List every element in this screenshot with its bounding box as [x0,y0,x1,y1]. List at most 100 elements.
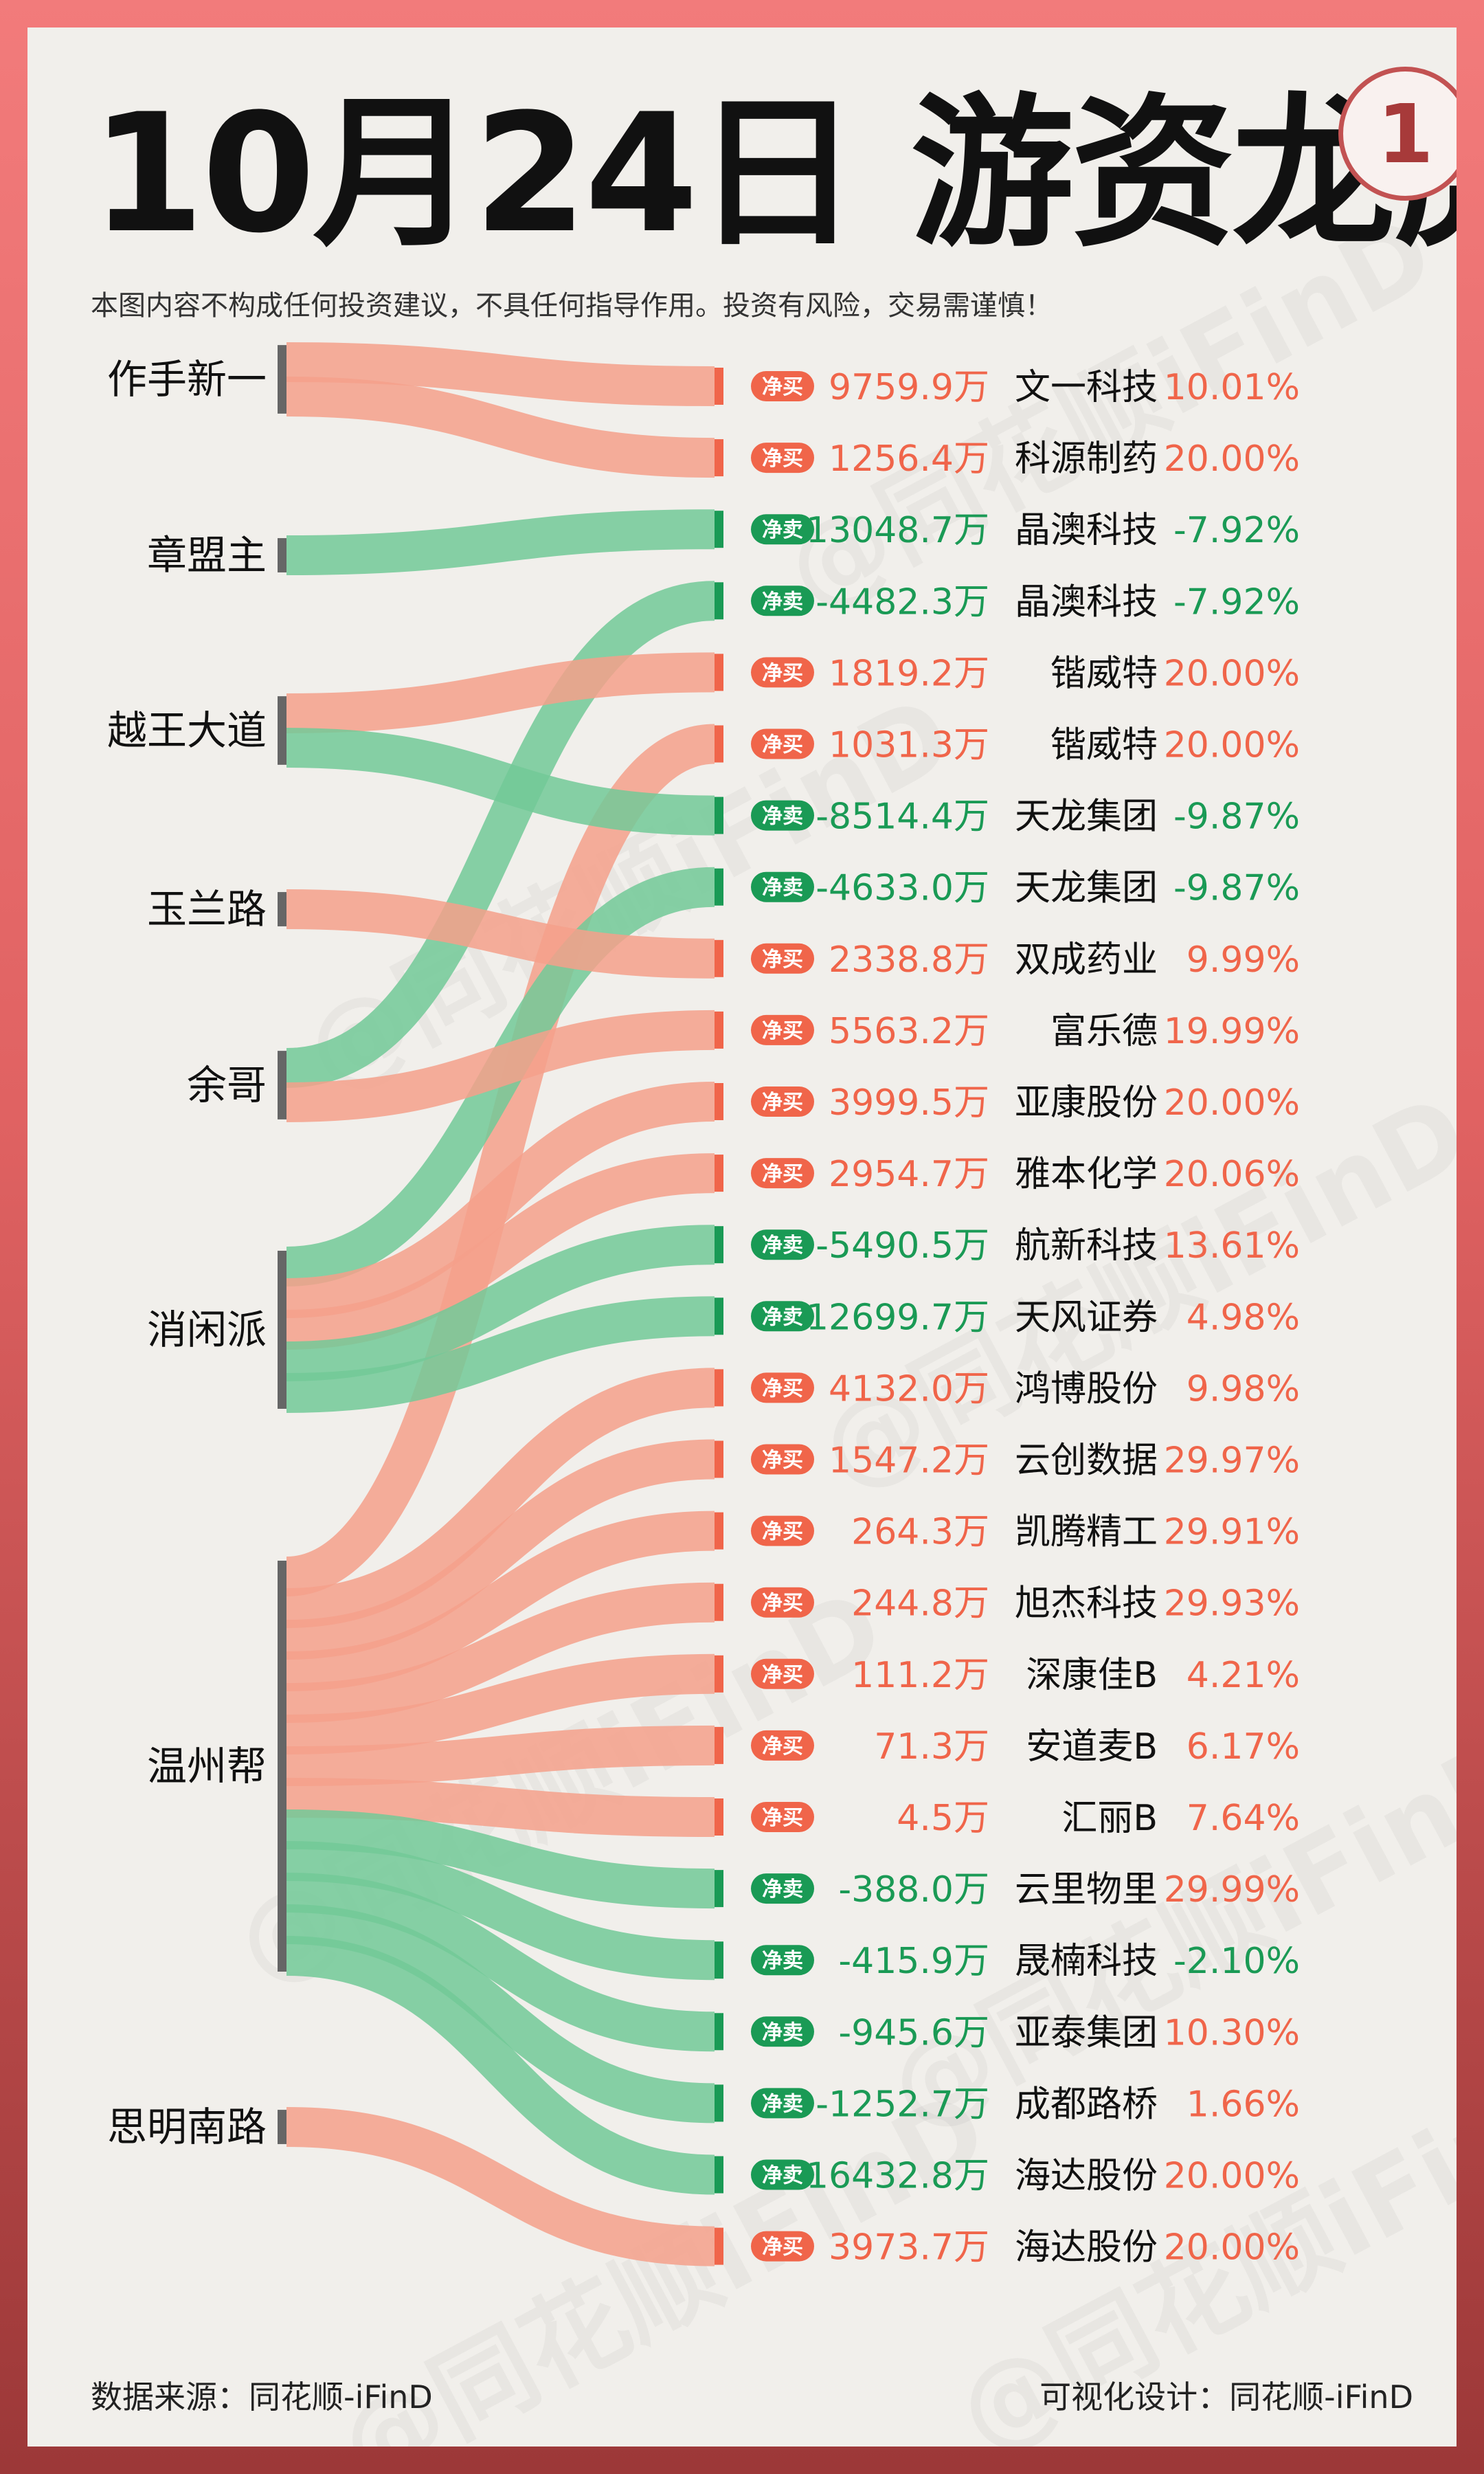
action-label: 净卖 [762,590,803,614]
row-end-marker [715,939,723,977]
list-item: 净买 3999.5万 亚康股份 20.00% [715,1082,1300,1124]
list-item: 净卖 -5490.5万 航新科技 13.61% [715,1225,1300,1267]
source-label: 温州帮 [147,1743,267,1790]
action-label: 净买 [762,1091,803,1115]
action-pill [751,800,814,831]
page-title: 10月24日 游资龙虎榜 [91,79,1457,269]
net-amount-label: 2954.7万 [829,1154,989,1195]
list-item: 净买 244.8万 旭杰科技 29.93% [715,1583,1300,1625]
infographic-page: @同花顺iFinD @同花顺iFinD @同花顺iFinD @同花顺iFinD @同花顺… [27,27,1457,2447]
action-pill [751,371,814,401]
price-change-label: 29.93% [1164,1583,1300,1625]
sankey-flow-旭杰科技 [286,1582,715,1723]
stock-name-label: 天龙集团 [1015,868,1158,909]
net-amount-label: -388.0万 [838,1869,989,1910]
action-pill [751,1086,814,1117]
price-change-label: 29.99% [1164,1869,1300,1910]
row-end-marker [715,1655,723,1693]
action-label: 净买 [762,1806,803,1830]
action-label: 净卖 [762,518,803,542]
net-amount-label: 5563.2万 [829,1011,989,1052]
stock-name-label: 亚泰集团 [1015,2012,1158,2053]
net-amount-label: -8514.4万 [816,796,989,838]
action-pill [751,1587,814,1618]
source-label: 章盟主 [147,532,267,579]
row-end-marker [715,1155,723,1192]
stock-name-label: 文一科技 [1015,367,1158,408]
action-pill [751,1730,814,1761]
action-pill [751,514,814,545]
list-item: 净买 2954.7万 雅本化学 20.06% [715,1154,1300,1195]
sankey-flow-凯腾精工 [286,1511,715,1691]
row-end-marker [715,368,723,405]
list-item: 净买 4132.0万 鸿博股份 9.98% [715,1368,1300,1409]
list-item: 净卖-16432.8万 海达股份 20.00% [715,2156,1300,2197]
sankey-flow-亚泰集团 [286,1873,715,2052]
action-label: 净买 [762,1663,803,1687]
data-source-footer: 数据来源：同花顺-iFinD [91,2378,433,2416]
row-end-marker [715,2013,723,2051]
source-node-bar [278,892,286,926]
source-label: 思明南路 [107,2104,267,2150]
source-node-bar [278,2110,286,2144]
stock-name-label: 晶澳科技 [1015,510,1158,551]
row-end-marker [715,1583,723,1621]
action-pill [751,1802,814,1832]
design-credit-footer: 可视化设计：同花顺-iFinD [1039,2378,1413,2416]
action-pill [751,2016,814,2047]
row-end-marker [715,1798,723,1836]
list-item: 净买 1819.2万 锴威特 20.00% [715,653,1300,694]
list-item: 净买 9759.9万 文一科技 10.01% [715,367,1300,408]
action-pill [751,1229,814,1260]
source-label: 作手新一 [107,356,267,403]
net-amount-label: -4482.3万 [816,581,989,623]
source-node-bar [278,345,286,414]
action-pill [751,1873,814,1904]
price-change-label: 20.00% [1164,2156,1300,2197]
disclaimer-text: 本图内容不构成任何投资建议，不具任何指导作用。投资有风险，交易需谨慎！ [91,290,1053,322]
list-item: 净卖 -945.6万 亚泰集团 10.30% [715,2012,1300,2053]
list-item: 净卖 -8514.4万 天龙集团 -9.87% [715,796,1300,838]
list-item: 净买 111.2万 深康佳B 4.21% [715,1655,1300,1696]
sankey-flow-晟楠科技 [286,1841,715,1981]
stock-name-label: 雅本化学 [1015,1154,1158,1195]
source-node-bar [278,696,286,765]
price-change-label: -7.92% [1173,581,1300,623]
price-change-label: 20.00% [1164,725,1300,766]
source-node-bar [278,1561,286,1972]
sankey-flow-云里物里 [286,1809,715,1909]
source-label: 消闲派 [147,1306,267,1353]
action-label: 净卖 [762,2092,803,2116]
sankey-flow-成都路桥 [286,1904,715,2124]
list-item: 净卖 -4633.0万 天龙集团 -9.87% [715,868,1300,909]
row-end-marker [715,868,723,906]
action-label: 净买 [762,447,803,471]
sankey-flow-富乐德 [286,1010,715,1122]
row-end-marker [715,1369,723,1407]
action-label: 净卖 [762,2164,803,2188]
action-pill [751,728,814,759]
price-change-label: 9.98% [1187,1368,1300,1409]
row-end-marker [715,1941,723,1979]
stock-name-label: 晟楠科技 [1015,1941,1158,1982]
action-pill [751,1372,814,1403]
sankey-flow-晶澳科技 [286,509,715,575]
net-amount-label: 3973.7万 [829,2227,989,2269]
sankey-flow-文一科技 [286,342,715,406]
row-end-marker [715,654,723,691]
stock-name-label: 亚康股份 [1015,1082,1158,1124]
action-label: 净卖 [762,805,803,829]
list-item: 净卖 -4482.3万 晶澳科技 -7.92% [715,581,1300,623]
net-amount-label: 4.5万 [897,1798,989,1839]
list-item: 净买 1031.3万 锴威特 20.00% [715,725,1300,766]
stock-name-label: 富乐德 [1050,1011,1158,1052]
row-end-marker [715,2156,723,2194]
stock-name-label: 云里物里 [1015,1869,1158,1910]
price-change-label: 13.61% [1164,1225,1300,1267]
list-item: 净买 1256.4万 科源制药 20.00% [715,438,1300,480]
action-label: 净买 [762,1019,803,1043]
sankey-flow-航新科技 [286,1225,715,1381]
row-end-marker [715,1870,723,1908]
sankey-flow-雅本化学 [286,1153,715,1350]
row-end-marker [715,2227,723,2265]
